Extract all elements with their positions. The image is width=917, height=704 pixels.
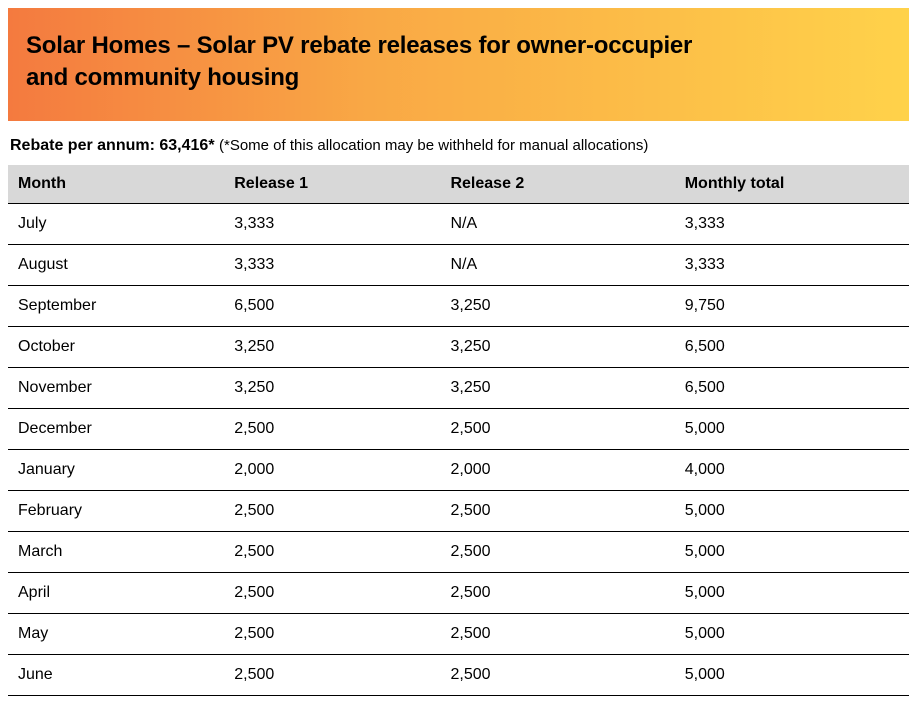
- subhead: Rebate per annum: 63,416* (*Some of this…: [8, 121, 909, 165]
- table-cell: 2,500: [224, 572, 440, 613]
- table-cell: 3,250: [224, 367, 440, 408]
- col-header: Release 2: [440, 165, 674, 204]
- table-row: May2,5002,5005,000: [8, 613, 909, 654]
- table-row: November3,2503,2506,500: [8, 367, 909, 408]
- table-row: October3,2503,2506,500: [8, 326, 909, 367]
- table-cell: 5,000: [675, 613, 909, 654]
- table-cell: 3,250: [440, 326, 674, 367]
- table-row: August3,333N/A3,333: [8, 244, 909, 285]
- table-cell: April: [8, 572, 224, 613]
- table-row: June2,5002,5005,000: [8, 654, 909, 695]
- table-cell: 2,500: [224, 613, 440, 654]
- table-cell: November: [8, 367, 224, 408]
- title-line-1: Solar Homes – Solar PV rebate releases f…: [26, 32, 692, 59]
- table-cell: 5,000: [675, 654, 909, 695]
- table-header-row: MonthRelease 1Release 2Monthly total: [8, 165, 909, 204]
- table-cell: May: [8, 613, 224, 654]
- title-line-2: and community housing: [26, 64, 299, 91]
- table-row: January2,0002,0004,000: [8, 449, 909, 490]
- table-cell: March: [8, 531, 224, 572]
- table-cell: 2,500: [224, 490, 440, 531]
- table-cell: December: [8, 408, 224, 449]
- table-cell: 6,500: [224, 285, 440, 326]
- table-cell: 3,333: [224, 244, 440, 285]
- table-cell: 2,000: [224, 449, 440, 490]
- table-cell: 2,000: [440, 449, 674, 490]
- table-cell: 3,333: [675, 203, 909, 244]
- table-cell: February: [8, 490, 224, 531]
- table-cell: 9,750: [675, 285, 909, 326]
- header-banner: Solar Homes – Solar PV rebate releases f…: [8, 8, 909, 121]
- col-header: Release 1: [224, 165, 440, 204]
- table-row: March2,5002,5005,000: [8, 531, 909, 572]
- page-title: Solar Homes – Solar PV rebate releases f…: [26, 30, 881, 95]
- table-cell: 3,333: [675, 244, 909, 285]
- table-cell: August: [8, 244, 224, 285]
- table-cell: 2,500: [224, 531, 440, 572]
- subhead-note: (*Some of this allocation may be withhel…: [219, 137, 648, 154]
- table-cell: January: [8, 449, 224, 490]
- table-head: MonthRelease 1Release 2Monthly total: [8, 165, 909, 204]
- subhead-label: Rebate per annum:: [10, 137, 155, 154]
- table-cell: 5,000: [675, 531, 909, 572]
- table-cell: 6,500: [675, 326, 909, 367]
- table-row: September6,5003,2509,750: [8, 285, 909, 326]
- rebate-table: MonthRelease 1Release 2Monthly total Jul…: [8, 165, 909, 696]
- table-cell: 3,250: [440, 285, 674, 326]
- table-cell: 3,250: [224, 326, 440, 367]
- table-cell: 2,500: [440, 654, 674, 695]
- table-row: July3,333N/A3,333: [8, 203, 909, 244]
- table-cell: June: [8, 654, 224, 695]
- subhead-value: 63,416*: [159, 137, 214, 154]
- table-row: February2,5002,5005,000: [8, 490, 909, 531]
- table-cell: 2,500: [440, 572, 674, 613]
- table-body: July3,333N/A3,333August3,333N/A3,333Sept…: [8, 203, 909, 695]
- table-cell: 2,500: [440, 531, 674, 572]
- table-cell: 3,250: [440, 367, 674, 408]
- table-cell: 5,000: [675, 572, 909, 613]
- table-cell: July: [8, 203, 224, 244]
- table-row: April2,5002,5005,000: [8, 572, 909, 613]
- table-row: December2,5002,5005,000: [8, 408, 909, 449]
- table-cell: 6,500: [675, 367, 909, 408]
- col-header: Monthly total: [675, 165, 909, 204]
- table-cell: October: [8, 326, 224, 367]
- table-cell: N/A: [440, 203, 674, 244]
- table-cell: 2,500: [224, 654, 440, 695]
- table-cell: 2,500: [224, 408, 440, 449]
- col-header: Month: [8, 165, 224, 204]
- table-cell: 2,500: [440, 613, 674, 654]
- table-cell: 5,000: [675, 490, 909, 531]
- table-cell: 2,500: [440, 408, 674, 449]
- table-cell: 2,500: [440, 490, 674, 531]
- table-cell: 4,000: [675, 449, 909, 490]
- table-cell: N/A: [440, 244, 674, 285]
- table-cell: 5,000: [675, 408, 909, 449]
- table-cell: 3,333: [224, 203, 440, 244]
- table-cell: September: [8, 285, 224, 326]
